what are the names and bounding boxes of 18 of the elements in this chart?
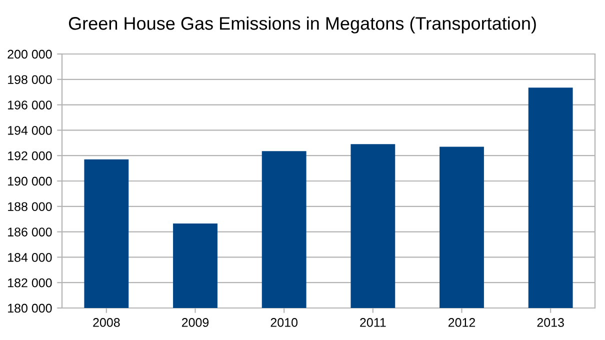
y-tick-label: 192 000 <box>8 151 52 160</box>
x-tick-label: 2013 <box>537 318 564 327</box>
y-tick-label: 182 000 <box>8 278 52 288</box>
y-tick-label: 180 000 <box>8 304 52 313</box>
y-tick-label: 190 000 <box>8 176 52 186</box>
y-tick-label: 186 000 <box>8 228 52 236</box>
y-tick-label: 196 000 <box>8 100 52 110</box>
x-tick-label: 2011 <box>360 318 386 327</box>
x-tick-label: 2010 <box>270 318 298 327</box>
x-tick-label: 2012 <box>448 318 476 327</box>
chart-title: Green House Gas Emissions in Megatons (Transportation) <box>68 16 536 34</box>
x-tick-label: 2008 <box>93 318 120 327</box>
y-tick-label: 200 000 <box>8 50 52 59</box>
y-tick-label: 194 000 <box>8 126 52 135</box>
y-tick-label: 188 000 <box>8 202 52 212</box>
y-tick-label: 184 000 <box>8 253 52 262</box>
x-tick-label: 2009 <box>182 318 209 327</box>
y-tick-label: 198 000 <box>8 75 52 84</box>
